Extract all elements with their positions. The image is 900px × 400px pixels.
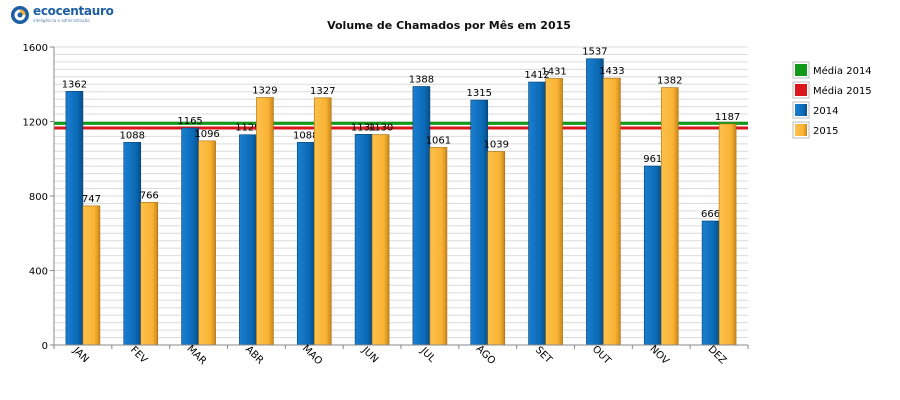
legend-label: 2015 (813, 126, 838, 137)
bar (470, 99, 489, 346)
data-label: 1315 (467, 88, 492, 99)
data-label: 766 (140, 190, 159, 201)
bar (545, 78, 563, 346)
bar (313, 97, 332, 346)
bar (296, 142, 315, 346)
legend-label: Média 2014 (813, 65, 872, 77)
gridlines (54, 46, 748, 346)
reference-lines (54, 121, 748, 130)
chart-title: Volume de Chamados por Mês em 2015 (327, 19, 571, 32)
logo-name: ecocentauro (33, 4, 114, 18)
bar (701, 220, 720, 346)
data-label: 1165 (177, 116, 202, 127)
x-tick-label: SET (533, 345, 555, 367)
data-label: 747 (82, 194, 101, 205)
bar (123, 142, 142, 346)
data-label: 1129 (235, 123, 260, 134)
legend-swatch (795, 84, 807, 96)
data-label: 1412 (524, 70, 549, 81)
bar (140, 202, 159, 346)
x-tick-label: MAO (300, 343, 324, 367)
data-label: 1362 (62, 79, 87, 90)
y-tick-label: 800 (29, 192, 48, 203)
x-tick-label: JUL (417, 345, 437, 365)
data-label: 1187 (715, 112, 740, 123)
y-tick-label: 1600 (23, 43, 48, 54)
bar (239, 134, 257, 346)
bar (718, 123, 737, 346)
bars: 1362 747 1088 766 1165 1096 1129 1329 1088 1327 11… (62, 47, 740, 346)
x-tick-label: ABR (243, 344, 265, 366)
bar (354, 134, 373, 346)
bar (198, 140, 216, 346)
bar (181, 127, 199, 346)
data-label: 1327 (310, 86, 335, 97)
data-label: 1039 (484, 139, 509, 150)
data-label: 1537 (582, 47, 607, 58)
bar (429, 147, 448, 346)
data-label: 1088 (293, 130, 318, 141)
data-label: 1130 (368, 123, 393, 134)
y-tick-label: 0 (42, 341, 48, 352)
legend-label: 2014 (813, 106, 838, 117)
bar (412, 86, 431, 346)
data-label: 1096 (194, 129, 219, 140)
data-label: 961 (643, 154, 662, 165)
data-label: 1131 (351, 122, 376, 133)
bar (660, 87, 679, 346)
bar (487, 151, 506, 346)
x-tick-label: NOV (647, 344, 670, 367)
x-tick-label: DEZ (706, 344, 729, 367)
logo: ecocentauro inteligência e administração (10, 5, 114, 27)
legend: Média 2014 Média 2015 2014 2015 (792, 61, 872, 139)
bar (256, 97, 274, 346)
legend-swatch (795, 124, 807, 136)
data-label: 1088 (120, 130, 145, 141)
logo-mark-icon (11, 6, 29, 24)
data-label: 1431 (541, 66, 566, 77)
legend-swatch (795, 64, 807, 76)
y-tick-label: 1200 (23, 118, 48, 129)
bar (603, 77, 621, 346)
x-tick-label: JAN (70, 345, 91, 366)
logo-tagline: inteligência e administração (33, 18, 90, 23)
x-tick-label: AGO (474, 343, 498, 367)
bar (586, 58, 604, 346)
legend-label: Média 2015 (813, 85, 872, 97)
data-label: 1388 (409, 74, 434, 85)
bar (371, 134, 390, 346)
legend-swatch (795, 104, 807, 116)
x-tick-label: MAR (185, 343, 209, 367)
bar (65, 91, 84, 346)
bar (82, 205, 101, 346)
y-tick-label: 400 (29, 267, 48, 278)
bar (528, 81, 546, 346)
data-label: 1382 (657, 76, 682, 87)
data-label: 1433 (599, 66, 624, 77)
x-tick-label: OUT (590, 344, 613, 367)
data-label: 666 (701, 209, 720, 220)
x-tick-label: JUN (359, 344, 380, 365)
data-label: 1329 (252, 85, 277, 96)
x-tick-label: FEV (128, 345, 149, 366)
data-label: 1061 (426, 135, 451, 146)
bar (643, 165, 662, 346)
